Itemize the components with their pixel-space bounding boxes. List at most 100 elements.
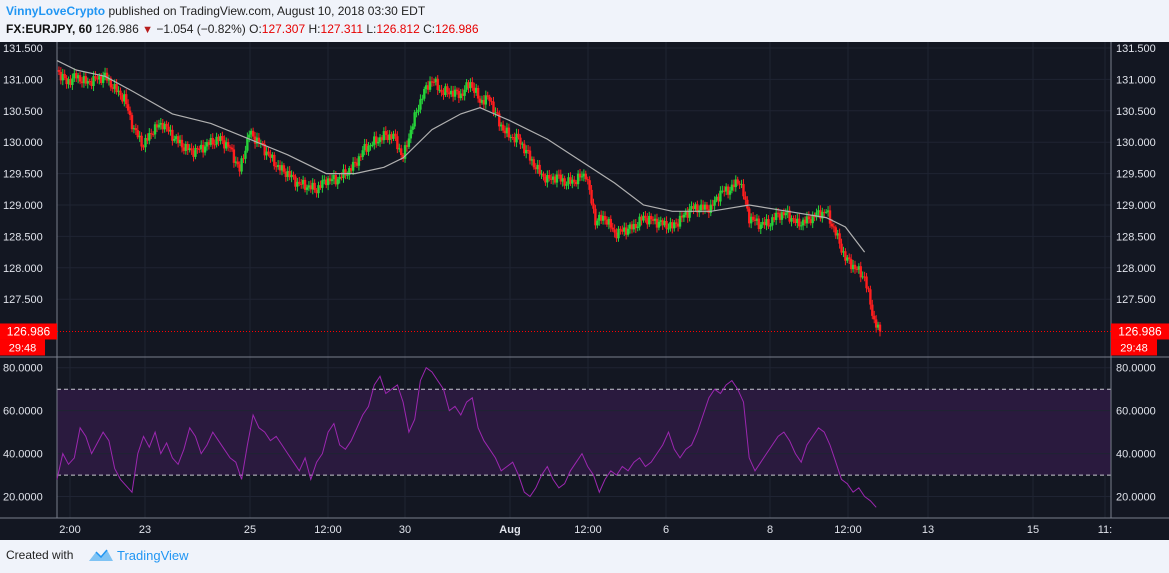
candle-body (223, 140, 226, 149)
time-axis-label: 23 (139, 524, 151, 536)
candle-body (386, 134, 389, 140)
candle-body (255, 137, 259, 144)
candle-body (438, 89, 441, 91)
candle-body (682, 214, 686, 218)
candle-body (417, 109, 420, 112)
candle-body (423, 89, 426, 99)
candle-body (774, 212, 778, 220)
moving-average-line (56, 60, 866, 253)
candle-body (246, 137, 249, 151)
candle-body (363, 143, 366, 151)
price-axis-label-left: 129.500 (3, 169, 43, 181)
candle-body (101, 75, 105, 83)
candle-body (838, 233, 841, 244)
candle-body (846, 257, 849, 261)
candle-body (505, 127, 509, 134)
price-change: −1.054 (−0.82%) (156, 22, 246, 36)
chart-header: VinnyLoveCrypto published on TradingView… (0, 0, 1169, 42)
candle-body (648, 215, 651, 225)
candle-body (321, 180, 324, 188)
candle-body (275, 166, 278, 168)
candle-body (869, 289, 872, 305)
candle-body (540, 173, 543, 175)
time-axis-label: 15 (1027, 524, 1039, 536)
candle-body (467, 82, 470, 89)
candle-body (590, 189, 593, 204)
candle-body (874, 319, 878, 328)
candle-body (288, 171, 291, 178)
candle-body (588, 180, 591, 190)
candle-body (871, 304, 874, 316)
candle-body (749, 216, 753, 224)
candle-body (844, 251, 847, 261)
candle-body (538, 164, 541, 175)
candle-body (851, 264, 855, 270)
candle-body (517, 133, 520, 138)
time-axis-label: 12:00 (834, 524, 862, 536)
candle-body (821, 211, 824, 219)
candle-body (507, 127, 511, 138)
tradingview-brand[interactable]: TradingView (117, 548, 189, 563)
candle-body (332, 175, 336, 180)
candle-body (724, 186, 728, 192)
candle-body (661, 220, 664, 226)
candle-body (86, 80, 89, 84)
candle-body (161, 122, 164, 130)
author-link[interactable]: VinnyLoveCrypto (6, 4, 106, 18)
candle-body (317, 185, 320, 194)
candle-body (251, 130, 255, 137)
candle-body (726, 186, 730, 195)
candle-body (236, 161, 239, 165)
candle-body (282, 165, 286, 172)
rsi-band (57, 389, 1111, 476)
candle-body (457, 90, 461, 99)
candle-body (628, 224, 632, 229)
candle-body (76, 75, 80, 79)
candle-body (498, 113, 501, 127)
candle-body (67, 79, 70, 85)
candle-body (65, 78, 68, 85)
candle-body (667, 228, 670, 230)
candle-body (636, 226, 639, 229)
candle-body (257, 137, 261, 144)
tradingview-logo-icon[interactable] (88, 547, 114, 563)
candle-body (515, 133, 518, 143)
chart-canvas[interactable]: 2:00 23 25 12:00 30 Aug 12:00 6 8 12:00 13 15 11: 131… (0, 42, 1169, 540)
candle-body (271, 154, 274, 158)
candle-body (82, 76, 86, 84)
rsi-axis-label-left: 80.0000 (3, 363, 43, 375)
candle-body (123, 94, 126, 102)
price-axis-label-right: 128.500 (1116, 231, 1156, 243)
candle-body (738, 183, 741, 185)
candle-body (673, 222, 676, 229)
candle-body (615, 232, 618, 239)
candle-body (646, 218, 649, 225)
candle-body (194, 147, 197, 157)
candle-body (336, 179, 339, 185)
price-axis-label-right: 127.500 (1116, 294, 1156, 306)
candle-body (248, 134, 251, 138)
candle-body (109, 78, 113, 88)
rsi-axis-label-right: 40.0000 (1116, 449, 1156, 461)
candle-body (315, 189, 318, 194)
candle-body (449, 90, 453, 95)
candle-body (365, 143, 368, 152)
candle-body (736, 179, 739, 184)
candle-body (198, 148, 201, 150)
candle-body (834, 227, 837, 236)
candle-body (857, 266, 861, 270)
candle-body (511, 136, 514, 138)
candle-body (411, 126, 414, 130)
price-axis-label-left: 128.500 (3, 231, 43, 243)
candle-body (771, 217, 774, 226)
candle-body (142, 146, 145, 148)
candle-body (144, 138, 147, 148)
candle-body (415, 111, 418, 113)
rsi-line (56, 366, 877, 508)
time-axis-label: 11: (1098, 524, 1112, 536)
candle-body (546, 174, 549, 183)
price-axis-label-left: 127.500 (3, 294, 43, 306)
high-label: H: (308, 22, 321, 36)
candle-body (373, 136, 376, 145)
candle-body (407, 138, 411, 147)
